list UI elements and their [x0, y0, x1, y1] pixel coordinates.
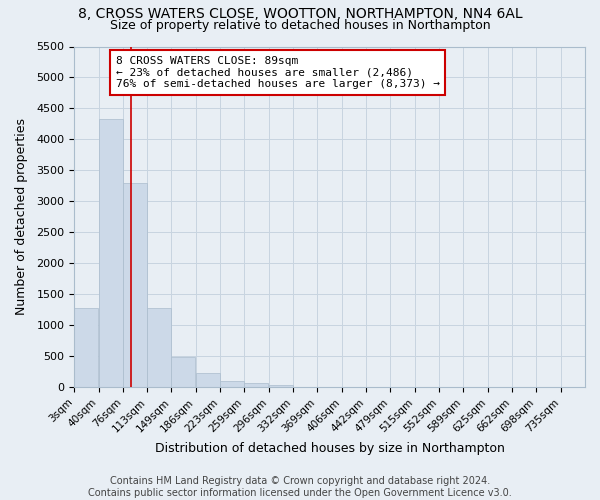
Text: Contains HM Land Registry data © Crown copyright and database right 2024.
Contai: Contains HM Land Registry data © Crown c…: [88, 476, 512, 498]
Text: Size of property relative to detached houses in Northampton: Size of property relative to detached ho…: [110, 19, 490, 32]
X-axis label: Distribution of detached houses by size in Northampton: Distribution of detached houses by size …: [155, 442, 505, 455]
Text: 8 CROSS WATERS CLOSE: 89sqm
← 23% of detached houses are smaller (2,486)
76% of : 8 CROSS WATERS CLOSE: 89sqm ← 23% of det…: [116, 56, 440, 89]
Bar: [220, 381, 244, 387]
Y-axis label: Number of detached properties: Number of detached properties: [15, 118, 28, 316]
Bar: [244, 383, 268, 387]
Bar: [172, 358, 196, 387]
Text: 8, CROSS WATERS CLOSE, WOOTTON, NORTHAMPTON, NN4 6AL: 8, CROSS WATERS CLOSE, WOOTTON, NORTHAMP…: [77, 8, 523, 22]
Bar: [269, 384, 293, 387]
Bar: [147, 308, 171, 387]
Bar: [123, 182, 147, 387]
Bar: [98, 119, 122, 387]
Bar: [196, 374, 220, 387]
Bar: [74, 308, 98, 387]
